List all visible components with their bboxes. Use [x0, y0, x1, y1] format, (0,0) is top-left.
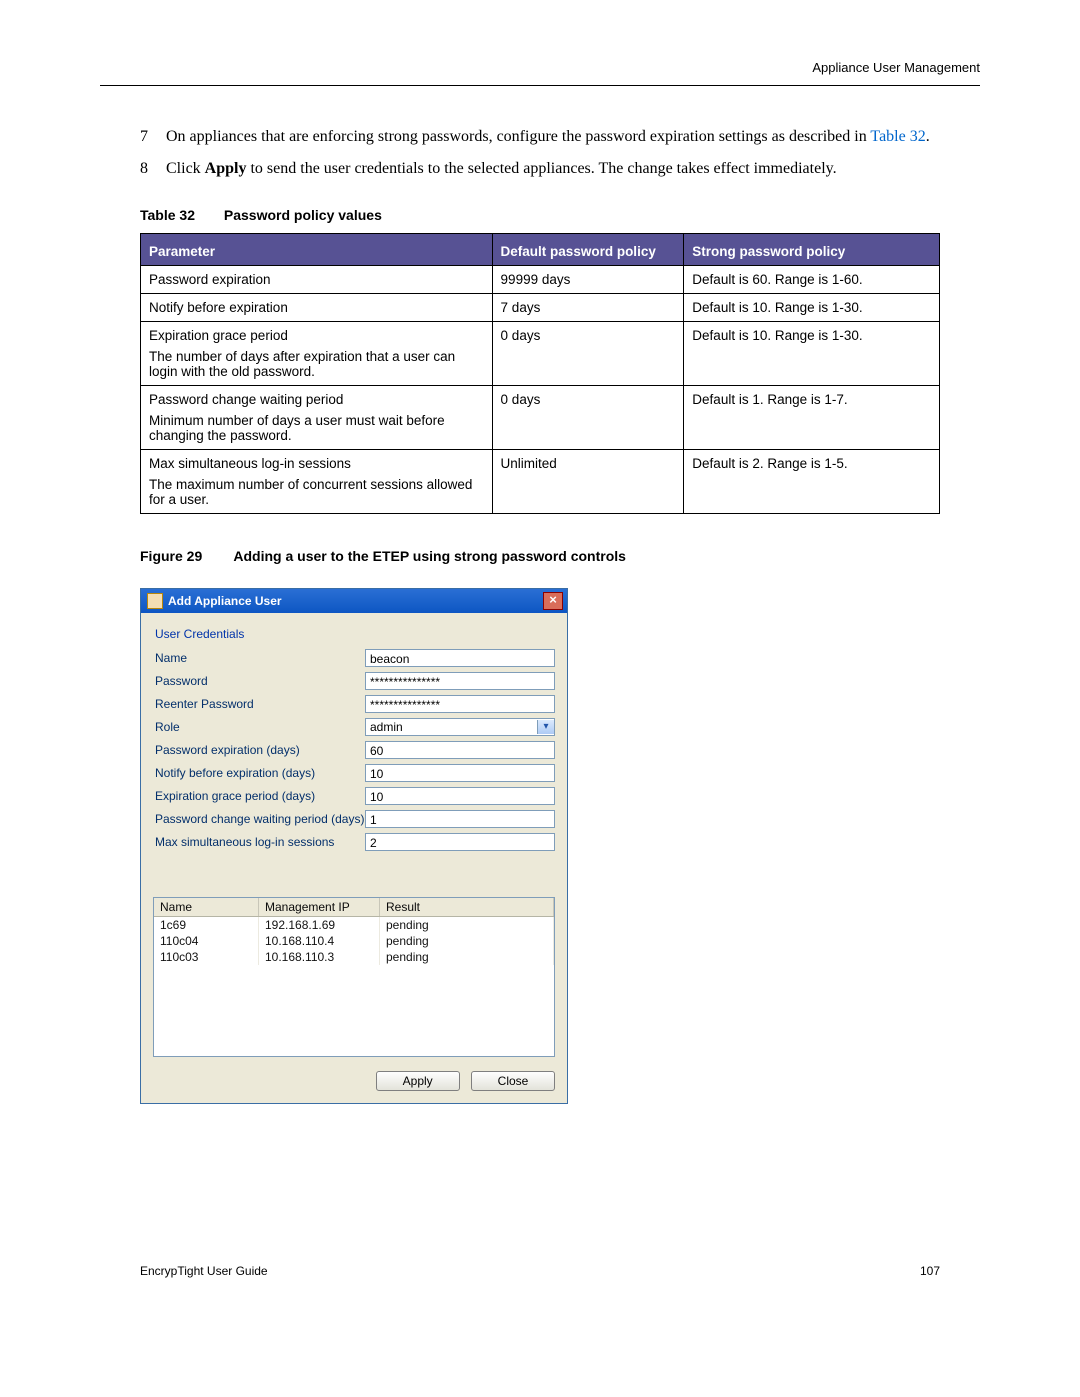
notify-field[interactable]: 10: [365, 764, 555, 782]
close-icon[interactable]: ×: [543, 592, 563, 610]
password-field[interactable]: ***************: [365, 672, 555, 690]
figure-29-caption: Figure 29 Adding a user to the ETEP usin…: [140, 548, 940, 564]
close-button[interactable]: Close: [471, 1071, 555, 1091]
row-expiration: Password expiration (days) 60: [153, 741, 555, 759]
user-icon: [147, 593, 163, 609]
dialog-titlebar[interactable]: Add Appliance User ×: [141, 589, 567, 613]
expiration-field[interactable]: 60: [365, 741, 555, 759]
col-ip[interactable]: Management IP: [259, 898, 380, 916]
role-select[interactable]: admin ▾: [365, 718, 555, 736]
dialog-body: User Credentials Name beacon Password **…: [141, 613, 567, 1103]
row-grace: Expiration grace period (days) 10: [153, 787, 555, 805]
apply-bold: Apply: [205, 160, 247, 177]
section-user-credentials: User Credentials: [155, 627, 555, 641]
apply-button[interactable]: Apply: [376, 1071, 460, 1091]
row-max-sessions: Max simultaneous log-in sessions 2: [153, 833, 555, 851]
list-item[interactable]: 1c69 192.168.1.69 pending: [154, 917, 554, 933]
step-8: 8 Click Apply to send the user credentia…: [140, 158, 940, 180]
row-name: Name beacon: [153, 649, 555, 667]
table-row: Notify before expiration 7 days Default …: [141, 293, 940, 321]
table-link[interactable]: Table 32: [870, 128, 925, 145]
table-32-caption: Table 32 Password policy values: [140, 207, 940, 223]
th-default: Default password policy: [492, 233, 684, 265]
list-item[interactable]: 110c04 10.168.110.4 pending: [154, 933, 554, 949]
th-strong: Strong password policy: [684, 233, 940, 265]
chevron-down-icon[interactable]: ▾: [537, 720, 554, 734]
step-text: On appliances that are enforcing strong …: [166, 126, 940, 148]
table-row: Max simultaneous log-in sessionsThe maxi…: [141, 449, 940, 513]
footer-title: EncrypTight User Guide: [140, 1264, 268, 1278]
dialog-buttons: Apply Close: [153, 1071, 555, 1091]
step-text: Click Apply to send the user credentials…: [166, 158, 940, 180]
main-content: 7 On appliances that are enforcing stron…: [100, 126, 980, 1104]
page-header: Appliance User Management: [100, 60, 980, 75]
page: Appliance User Management 7 On appliance…: [0, 0, 1080, 1318]
listview-header: Name Management IP Result: [154, 898, 554, 917]
list-item[interactable]: 110c03 10.168.110.3 pending: [154, 949, 554, 965]
password-policy-table: Parameter Default password policy Strong…: [140, 233, 940, 514]
row-notify: Notify before expiration (days) 10: [153, 764, 555, 782]
row-waiting: Password change waiting period (days) 1: [153, 810, 555, 828]
reenter-password-field[interactable]: ***************: [365, 695, 555, 713]
page-footer: EncrypTight User Guide 107: [100, 1264, 980, 1278]
col-result[interactable]: Result: [380, 898, 554, 916]
table-row: Password expiration 99999 days Default i…: [141, 265, 940, 293]
name-field[interactable]: beacon: [365, 649, 555, 667]
appliance-listview[interactable]: Name Management IP Result 1c69 192.168.1…: [153, 897, 555, 1057]
row-role: Role admin ▾: [153, 718, 555, 736]
table-row: Expiration grace periodThe number of day…: [141, 321, 940, 385]
waiting-field[interactable]: 1: [365, 810, 555, 828]
row-password: Password ***************: [153, 672, 555, 690]
col-name[interactable]: Name: [154, 898, 259, 916]
row-reenter-password: Reenter Password ***************: [153, 695, 555, 713]
page-number: 107: [920, 1264, 940, 1278]
dialog-title-text: Add Appliance User: [168, 594, 282, 608]
table-row: Password change waiting periodMinimum nu…: [141, 385, 940, 449]
step-number: 8: [140, 158, 166, 180]
step-7: 7 On appliances that are enforcing stron…: [140, 126, 940, 148]
max-sessions-field[interactable]: 2: [365, 833, 555, 851]
header-rule: [100, 85, 980, 86]
step-number: 7: [140, 126, 166, 148]
grace-field[interactable]: 10: [365, 787, 555, 805]
add-appliance-user-dialog: Add Appliance User × User Credentials Na…: [140, 588, 568, 1104]
th-parameter: Parameter: [141, 233, 493, 265]
